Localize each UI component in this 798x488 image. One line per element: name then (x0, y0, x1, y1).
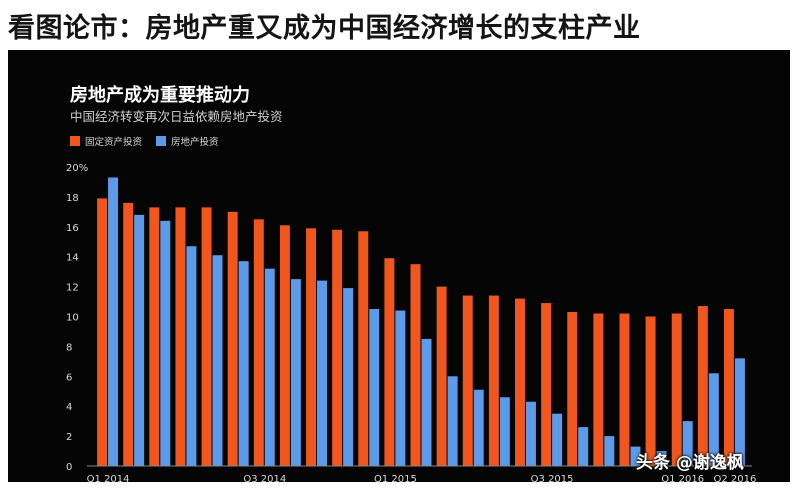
bar-real-estate (238, 261, 249, 466)
bar-fixed-asset (567, 312, 578, 466)
x-tick-label: Q3 2015 (531, 474, 574, 485)
y-tick-label: 20% (66, 163, 88, 174)
bar-real-estate (317, 280, 327, 466)
chart-subtitle: 中国经济转变再次日益依赖房地产投资 (70, 109, 283, 124)
bar-fixed-asset (123, 202, 134, 466)
bar-real-estate (630, 446, 641, 466)
bar-real-estate (656, 451, 667, 466)
bar-real-estate (264, 268, 275, 466)
legend-item-fixed-asset: 固定资产投资 (70, 134, 142, 148)
chart-legend: 固定资产投资 房地产投资 (70, 134, 219, 148)
bar-fixed-asset (384, 258, 395, 466)
y-tick-label: 0 (66, 462, 72, 473)
y-tick-label: 2 (66, 432, 72, 443)
x-tick-label: Q1 2016 (661, 474, 704, 485)
bar-fixed-asset (279, 225, 290, 466)
bar-fixed-asset (227, 211, 238, 466)
y-tick-label: 10 (66, 313, 79, 324)
bar-fixed-asset (697, 306, 708, 466)
bar-fixed-asset (175, 207, 186, 466)
bar-real-estate (343, 288, 354, 466)
bar-fixed-asset (253, 219, 264, 466)
y-tick-label: 12 (66, 283, 79, 294)
bar-fixed-asset (306, 228, 317, 466)
y-tick-label: 6 (66, 372, 72, 383)
bar-real-estate (160, 220, 171, 466)
bar-real-estate (552, 413, 563, 466)
bar-fixed-asset (723, 309, 734, 466)
bar-real-estate (682, 421, 693, 466)
bar-real-estate (708, 373, 719, 466)
bar-real-estate (421, 338, 432, 466)
bar-real-estate (473, 389, 484, 466)
bar-real-estate (134, 214, 145, 466)
x-tick-label: Q1 2014 (87, 474, 130, 485)
bar-fixed-asset (488, 295, 499, 466)
bar-fixed-asset (515, 298, 525, 466)
bar-real-estate (108, 177, 119, 466)
bar-fixed-asset (541, 303, 552, 466)
bar-real-estate (186, 246, 197, 466)
bar-real-estate (578, 427, 589, 466)
y-tick-label: 18 (66, 193, 79, 204)
bar-fixed-asset (149, 207, 160, 466)
legend-label-fixed-asset: 固定资产投资 (85, 137, 143, 148)
legend-swatch-real-estate (156, 136, 167, 146)
y-tick-label: 8 (66, 342, 72, 353)
bar-real-estate (604, 436, 615, 466)
legend-item-real-estate: 房地产投资 (156, 134, 219, 148)
x-tick-label: Q3 2014 (243, 474, 286, 485)
legend-label-real-estate: 房地产投资 (171, 137, 219, 148)
legend-swatch-fixed-asset (70, 136, 80, 146)
x-tick-label: Q2 2016 (713, 474, 756, 485)
x-tick-label: Q1 2015 (374, 474, 417, 485)
bar-fixed-asset (619, 313, 630, 466)
bar-fixed-asset (332, 229, 343, 466)
bar-real-estate (447, 376, 458, 466)
bar-fixed-asset (645, 316, 656, 466)
bar-fixed-asset (97, 198, 108, 466)
bar-fixed-asset (593, 313, 604, 466)
bar-real-estate (734, 358, 745, 466)
chart-title: 房地产成为重要推动力 (70, 85, 250, 106)
bar-fixed-asset (201, 207, 212, 466)
bar-real-estate (369, 309, 380, 466)
bar-real-estate (395, 310, 406, 466)
bar-real-estate (525, 401, 536, 466)
author-watermark: 头条 @谢逸枫 (636, 453, 744, 473)
bar-real-estate (212, 255, 223, 466)
bar-fixed-asset (462, 295, 473, 466)
bar-fixed-asset (436, 286, 447, 466)
page-headline: 看图论市：房地产重又成为中国经济增长的支柱产业 (8, 13, 641, 44)
bar-real-estate (290, 279, 301, 467)
bar-real-estate (499, 397, 510, 466)
y-tick-label: 16 (66, 223, 79, 234)
y-tick-label: 14 (66, 253, 79, 264)
bar-fixed-asset (671, 313, 682, 466)
bar-fixed-asset (358, 231, 369, 466)
bar-fixed-asset (410, 264, 421, 466)
y-tick-label: 4 (66, 402, 72, 413)
